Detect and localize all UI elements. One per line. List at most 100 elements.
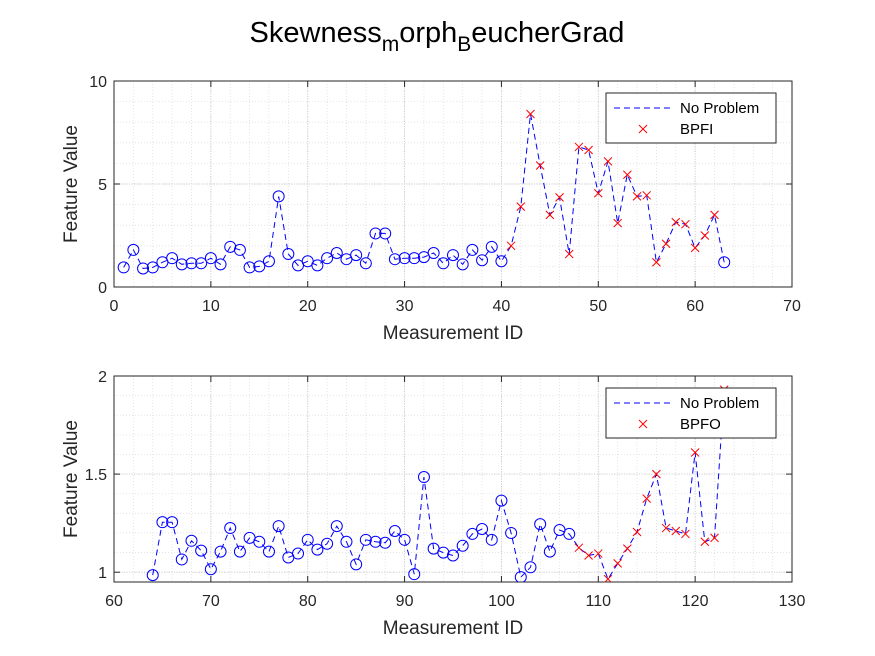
fault-marker-stroke <box>613 218 623 228</box>
no-problem-marker <box>204 563 217 576</box>
data-layer <box>146 385 729 582</box>
no-problem-marker <box>146 261 159 274</box>
fault-marker-stroke <box>574 142 584 152</box>
no-problem-marker <box>514 571 527 582</box>
no-problem-marker <box>262 545 275 558</box>
no-problem-marker <box>456 539 469 552</box>
fault-marker <box>661 239 671 249</box>
fault-marker <box>690 243 700 253</box>
fault-marker-stroke <box>652 469 661 479</box>
fault-marker <box>642 494 652 503</box>
figure-title: SkewnessmorphBeucherGrad <box>250 17 625 56</box>
fault-marker <box>516 202 526 212</box>
fault-marker <box>622 544 632 554</box>
fault-marker-stroke <box>700 537 710 547</box>
fault-marker-stroke <box>661 523 671 533</box>
no-problem-marker <box>224 522 237 535</box>
fault-marker <box>671 217 681 227</box>
no-problem-marker <box>437 257 450 270</box>
fault-marker-stroke <box>535 161 545 170</box>
fault-marker <box>700 231 710 240</box>
no-problem-marker <box>379 536 392 549</box>
fault-marker-stroke <box>632 192 642 201</box>
fault-marker-stroke <box>564 249 574 259</box>
fault-marker <box>622 170 632 180</box>
no-problem-marker <box>233 545 246 558</box>
no-problem-marker <box>204 252 217 265</box>
y-tick-label: 2 <box>98 369 107 386</box>
fault-marker-stroke <box>690 243 700 253</box>
no-problem-marker <box>262 255 275 268</box>
no-problem-marker <box>369 227 382 240</box>
legend-fault-label: BPFO <box>680 416 721 433</box>
x-tick-label: 30 <box>396 298 414 315</box>
x-tick-label: 60 <box>105 593 123 610</box>
x-tick-label: 120 <box>682 593 709 610</box>
y-tick-label: 1 <box>98 565 107 582</box>
no-problem-marker <box>359 533 372 546</box>
fault-marker-stroke <box>603 156 613 166</box>
no-problem-marker <box>214 258 227 271</box>
fault-marker <box>603 574 613 582</box>
no-problem-marker <box>485 533 498 546</box>
legend-fault-marker <box>638 124 648 134</box>
fault-marker-stroke <box>593 188 603 198</box>
no-problem-marker <box>321 537 334 550</box>
no-problem-marker <box>476 523 489 536</box>
x-tick-label: 130 <box>779 593 806 610</box>
fault-marker-stroke <box>506 241 516 251</box>
legend-box <box>605 387 777 439</box>
no-problem-marker <box>311 259 324 272</box>
no-problem-marker <box>350 249 363 262</box>
fault-marker <box>603 156 613 166</box>
no-problem-marker <box>117 261 130 274</box>
figure-title-part-3: eucherGrad <box>471 17 624 49</box>
bottom-plot-bpfo: 60 70 80 90 100 110 120 130 1 1.5 2 Measurement ID F… <box>61 369 805 639</box>
no-problem-marker <box>398 533 411 546</box>
x-tick-label: 0 <box>110 298 119 315</box>
no-problem-marker <box>466 527 479 540</box>
fault-marker <box>555 193 564 202</box>
data-layer <box>117 109 731 275</box>
no-problem-line <box>123 113 725 270</box>
legend-fault-label: BPFI <box>680 121 713 138</box>
no-problem-marker <box>369 535 382 548</box>
y-axis-label: Feature Value <box>61 125 82 243</box>
fault-marker <box>652 257 661 267</box>
fault-marker-stroke <box>584 145 593 155</box>
fault-marker <box>574 543 584 553</box>
no-problem-marker <box>272 190 285 203</box>
y-tick-label: 5 <box>98 177 107 194</box>
legend-fault-marker <box>638 419 648 429</box>
fault-marker-stroke <box>632 527 642 537</box>
no-problem-marker <box>195 544 208 557</box>
fault-marker <box>681 219 690 229</box>
fault-marker <box>642 190 652 200</box>
fault-marker <box>584 145 593 155</box>
fault-marker-stroke <box>710 533 719 543</box>
no-problem-marker <box>427 247 440 260</box>
no-problem-marker <box>146 569 159 582</box>
no-problem-marker <box>388 524 401 537</box>
fault-marker <box>700 537 710 547</box>
fault-marker-stroke <box>710 210 719 220</box>
no-problem-marker <box>243 261 256 274</box>
x-tick-label: 100 <box>488 593 515 610</box>
no-problem-marker <box>563 527 576 540</box>
no-problem-marker <box>534 518 547 531</box>
fault-marker-stroke <box>545 210 555 220</box>
legend: No Problem BPFO <box>605 387 777 439</box>
fault-marker-stroke <box>526 109 535 119</box>
fault-marker-stroke <box>681 219 690 229</box>
no-problem-marker <box>166 252 179 265</box>
no-problem-marker <box>253 260 266 273</box>
fault-marker <box>584 551 593 560</box>
no-problem-marker <box>524 561 537 574</box>
no-problem-marker <box>350 558 363 571</box>
no-problem-marker <box>166 516 179 529</box>
y-axis-label: Feature Value <box>61 420 82 538</box>
no-problem-marker <box>505 526 518 539</box>
fault-marker-stroke <box>642 190 652 200</box>
figure-title-part-2: orph <box>399 17 457 49</box>
no-problem-marker <box>456 258 469 271</box>
